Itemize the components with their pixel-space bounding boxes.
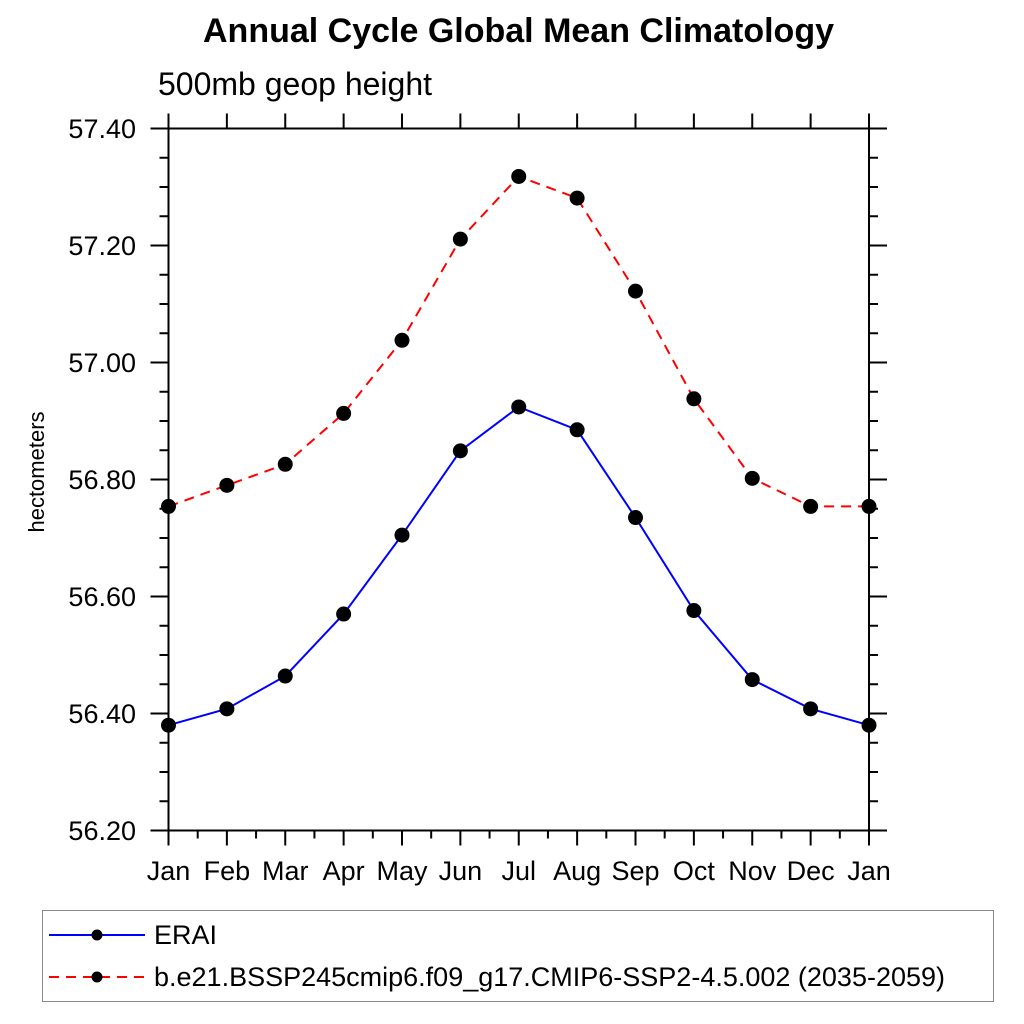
- erai-data-point: [803, 701, 819, 717]
- axis-frame: [167, 127, 870, 832]
- legend-entry-erai: ERAI: [43, 914, 993, 956]
- erai-data-point: [569, 422, 585, 438]
- x-tick-label: Dec: [787, 856, 835, 886]
- model-sample-marker-icon: [91, 971, 103, 983]
- chart-title: Annual Cycle Global Mean Climatology: [203, 12, 834, 50]
- erai-data-point: [686, 603, 702, 619]
- model-data-point: [161, 498, 176, 514]
- model-data-point: [511, 168, 527, 184]
- model-series-line: [168, 175, 869, 508]
- model-data-point: [569, 190, 585, 206]
- model-data-point: [394, 332, 410, 348]
- x-tick-label: Apr: [323, 856, 365, 886]
- x-tick-label: Jan: [147, 856, 191, 886]
- y-tick-label: 57.40: [68, 114, 136, 144]
- erai-data-point: [861, 717, 877, 733]
- x-tick-label: Jun: [439, 856, 483, 886]
- model-data-point: [803, 498, 819, 514]
- erai-data-point: [452, 443, 468, 459]
- erai-data-point: [394, 527, 410, 543]
- x-tick-label: Oct: [673, 856, 716, 886]
- x-tick-label: Jul: [501, 856, 536, 886]
- legend-label-erai: ERAI: [154, 919, 218, 950]
- model-data-point: [628, 283, 643, 299]
- model-data-point: [744, 470, 760, 486]
- x-tick-label: Mar: [262, 856, 309, 886]
- erai-data-point: [161, 717, 176, 733]
- erai-data-point: [744, 672, 760, 688]
- y-tick-label: 56.80: [68, 465, 136, 495]
- x-tick-label: Sep: [611, 856, 659, 886]
- y-tick-label: 57.00: [68, 348, 136, 378]
- x-tick-label: Nov: [728, 856, 777, 886]
- y-tick-label: 56.60: [68, 582, 136, 612]
- erai-data-point: [277, 668, 293, 684]
- model-data-point: [861, 498, 877, 514]
- y-tick-label: 57.20: [68, 231, 136, 261]
- legend-label-model: b.e21.BSSP245cmip6.f09_g17.CMIP6-SSP2-4.…: [154, 961, 946, 992]
- x-tick-label: Jan: [847, 856, 891, 886]
- legend-entry-model: b.e21.BSSP245cmip6.f09_g17.CMIP6-SSP2-4.…: [43, 956, 993, 998]
- chart-subtitle: 500mb geop height: [158, 66, 432, 102]
- model-data-point: [277, 456, 293, 472]
- y-tick-label: 56.20: [68, 816, 136, 846]
- model-data-point: [336, 405, 352, 421]
- erai-data-point: [628, 510, 643, 526]
- model-line-sample: [49, 971, 145, 983]
- erai-data-point: [336, 606, 352, 622]
- model-data-point: [452, 231, 468, 247]
- x-tick-label: Feb: [204, 856, 251, 886]
- model-data-point: [686, 391, 702, 407]
- erai-series-line: [168, 405, 870, 727]
- x-tick-label: Aug: [553, 856, 601, 886]
- y-tick-label: 56.40: [68, 699, 136, 729]
- erai-sample-marker-icon: [91, 929, 103, 941]
- x-tick-label: May: [376, 856, 428, 886]
- erai-data-point: [511, 399, 527, 415]
- erai-data-point: [219, 701, 235, 717]
- erai-line-sample: [49, 929, 145, 941]
- model-data-point: [219, 477, 235, 493]
- legend: ERAI b.e21.BSSP245cmip6.f09_g17.CMIP6-SS…: [42, 910, 994, 1002]
